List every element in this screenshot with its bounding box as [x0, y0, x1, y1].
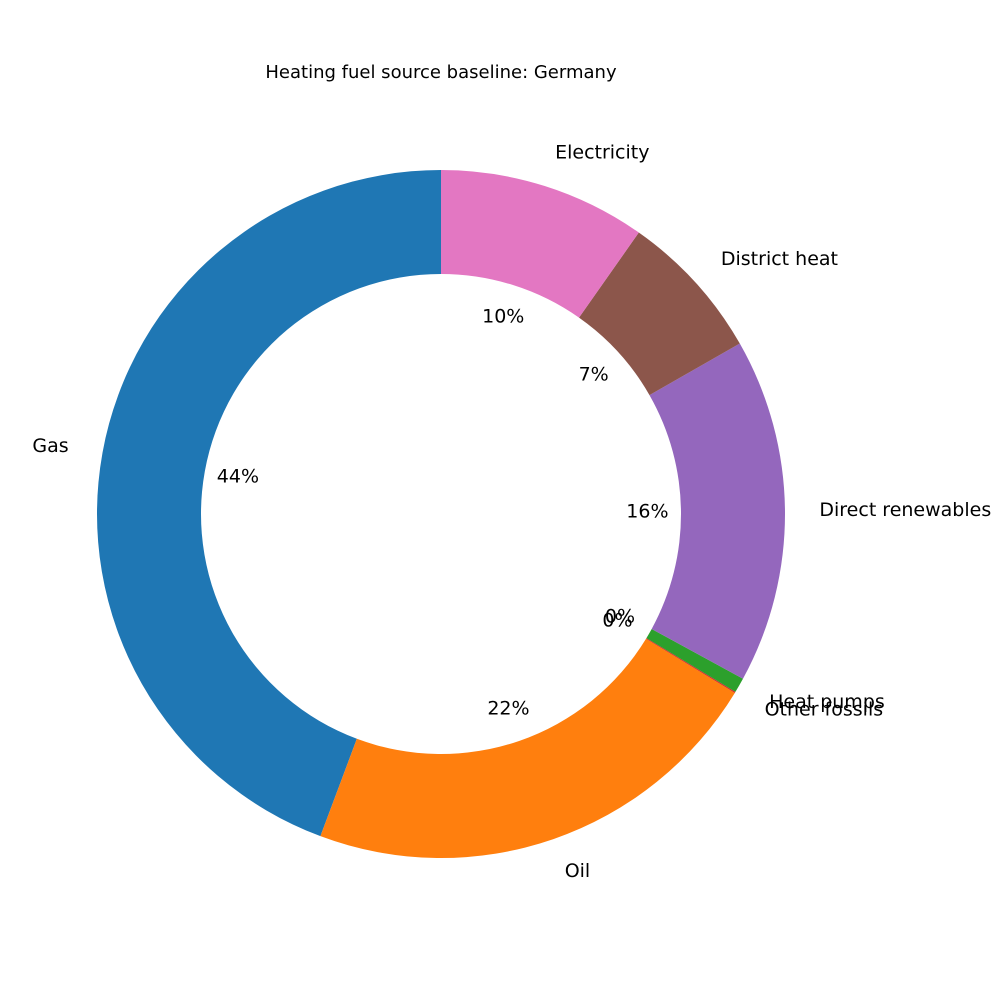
- slice-percent-other-fossils: 0%: [602, 610, 632, 632]
- slice-label-gas: Gas: [32, 435, 68, 457]
- slice-percent-labels: 44% 22% 0%0% 16% 7% 10%: [217, 306, 669, 720]
- slice-district-heat: [579, 232, 740, 396]
- slice-percent-electricity: 10%: [482, 306, 524, 328]
- slice-label-heat-pumps: Heat pumps: [769, 691, 885, 713]
- slice-percent-district-heat: 7%: [579, 364, 609, 386]
- slice-percent-direct-renewables: 16%: [626, 501, 668, 523]
- slice-label-district-heat: District heat: [721, 248, 838, 270]
- slice-direct-renewables: [649, 343, 785, 679]
- slice-other-fossils: [646, 638, 736, 693]
- slice-heat-pumps: [646, 628, 743, 692]
- slice-label-direct-renewables: Direct renewables: [819, 499, 991, 521]
- slice-oil: [320, 638, 735, 858]
- slice-label-electricity: Electricity: [555, 142, 649, 164]
- slice-percent-heat-pumps: 0%: [605, 605, 635, 627]
- slice-gas: [97, 170, 441, 837]
- slice-percent-oil: 22%: [487, 698, 529, 720]
- slice-percent-gas: 44%: [217, 466, 259, 488]
- slice-electricity: [441, 170, 639, 318]
- slice-label-oil: Oil: [565, 860, 591, 882]
- donut-slices: [97, 170, 785, 858]
- chart-title: Heating fuel source baseline: Germany: [265, 62, 617, 83]
- slice-label-other-fossils: Other fossils: [765, 699, 884, 721]
